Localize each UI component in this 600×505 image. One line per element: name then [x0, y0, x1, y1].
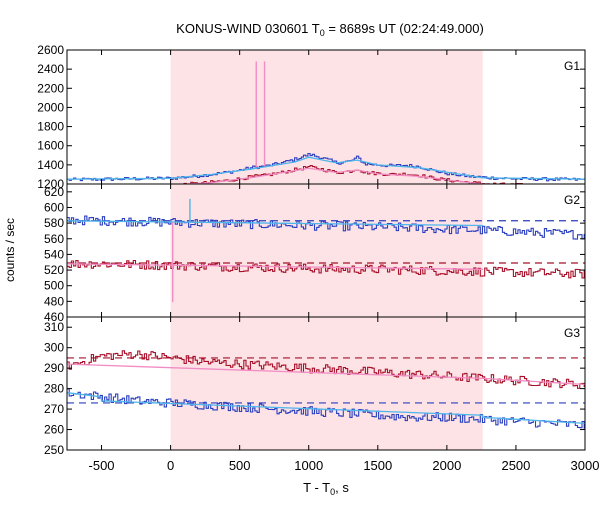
y-tick-label: 310 — [44, 320, 64, 334]
y-tick-label: 2400 — [37, 62, 64, 76]
y-tick-label: 540 — [44, 247, 64, 261]
y-axis-label: counts / sec — [3, 218, 17, 282]
y-tick-label: 1400 — [37, 158, 64, 172]
blue-fit-line — [67, 220, 483, 227]
shaded-interval — [170, 50, 483, 184]
y-tick-label: 520 — [44, 263, 64, 277]
y-tick-label: 2200 — [37, 81, 64, 95]
red-fit-line — [67, 263, 483, 270]
y-tick-label: 260 — [44, 423, 64, 437]
x-tick-label: 500 — [229, 458, 251, 473]
chart-title-rest: = 8689s UT (02:24:49.000) — [325, 21, 484, 36]
y-tick-label: 2600 — [37, 43, 64, 57]
x-tick-label: -500 — [89, 458, 115, 473]
x-tick-label: 0 — [167, 458, 174, 473]
y-tick-label: 580 — [44, 216, 64, 230]
y-tick-label: 290 — [44, 361, 64, 375]
y-tick-label: 2000 — [37, 100, 64, 114]
x-tick-label: 3000 — [571, 458, 600, 473]
y-tick-label: 620 — [44, 185, 64, 199]
chart-title: KONUS-WIND 030601 T0 = 8689s UT (02:24:4… — [176, 21, 484, 38]
panel-plot-area — [67, 317, 585, 450]
y-tick-label: 1200 — [37, 177, 64, 191]
x-axis-label-rest: , s — [335, 480, 349, 495]
x-axis-label-subscript: 0 — [330, 487, 335, 497]
shaded-interval — [170, 317, 483, 450]
x-tick-label: 2000 — [432, 458, 461, 473]
blue-fit-line — [67, 392, 585, 425]
blue-count-series — [67, 215, 585, 240]
y-tick-label: 270 — [44, 402, 64, 416]
y-tick-label: 250 — [44, 443, 64, 457]
panel-name-label: G1 — [564, 59, 580, 73]
panel-name-label: G3 — [564, 326, 580, 340]
shaded-interval — [170, 184, 483, 317]
y-tick-label: 300 — [44, 341, 64, 355]
panel-plot-area — [67, 184, 585, 317]
y-tick-label: 460 — [44, 310, 64, 324]
x-tick-label: 1000 — [294, 458, 323, 473]
blue-fit-line — [67, 156, 585, 180]
panel-plot-area — [67, 50, 585, 184]
x-tick-label: 2500 — [501, 458, 530, 473]
x-tick-label: 1500 — [363, 458, 392, 473]
panel-g3: 250 260 270 280 290 300 310 G3 — [44, 316, 586, 457]
y-tick-label: 280 — [44, 382, 64, 396]
y-tick-label: 600 — [44, 200, 64, 214]
panel-name-label: G2 — [564, 193, 580, 207]
panel-g1: 1200 1400 1600 1800 2000 2200 2400 2600 G1 — [37, 43, 586, 191]
red-fit-line — [67, 363, 585, 386]
y-tick-label: 1800 — [37, 120, 64, 134]
red-count-series — [67, 259, 585, 279]
y-tick-label: 1600 — [37, 139, 64, 153]
x-axis-label: T - T0, s — [303, 480, 349, 497]
panel-frame — [66, 316, 586, 451]
y-tick-label: 480 — [44, 294, 64, 308]
chart-title-subscript: 0 — [320, 28, 325, 38]
x-axis-label-main: T - T — [303, 480, 330, 495]
red-fit-line — [176, 167, 518, 184]
y-tick-label: 560 — [44, 232, 64, 246]
y-tick-label: 500 — [44, 279, 64, 293]
chart-title-main: KONUS-WIND 030601 T — [176, 21, 320, 36]
